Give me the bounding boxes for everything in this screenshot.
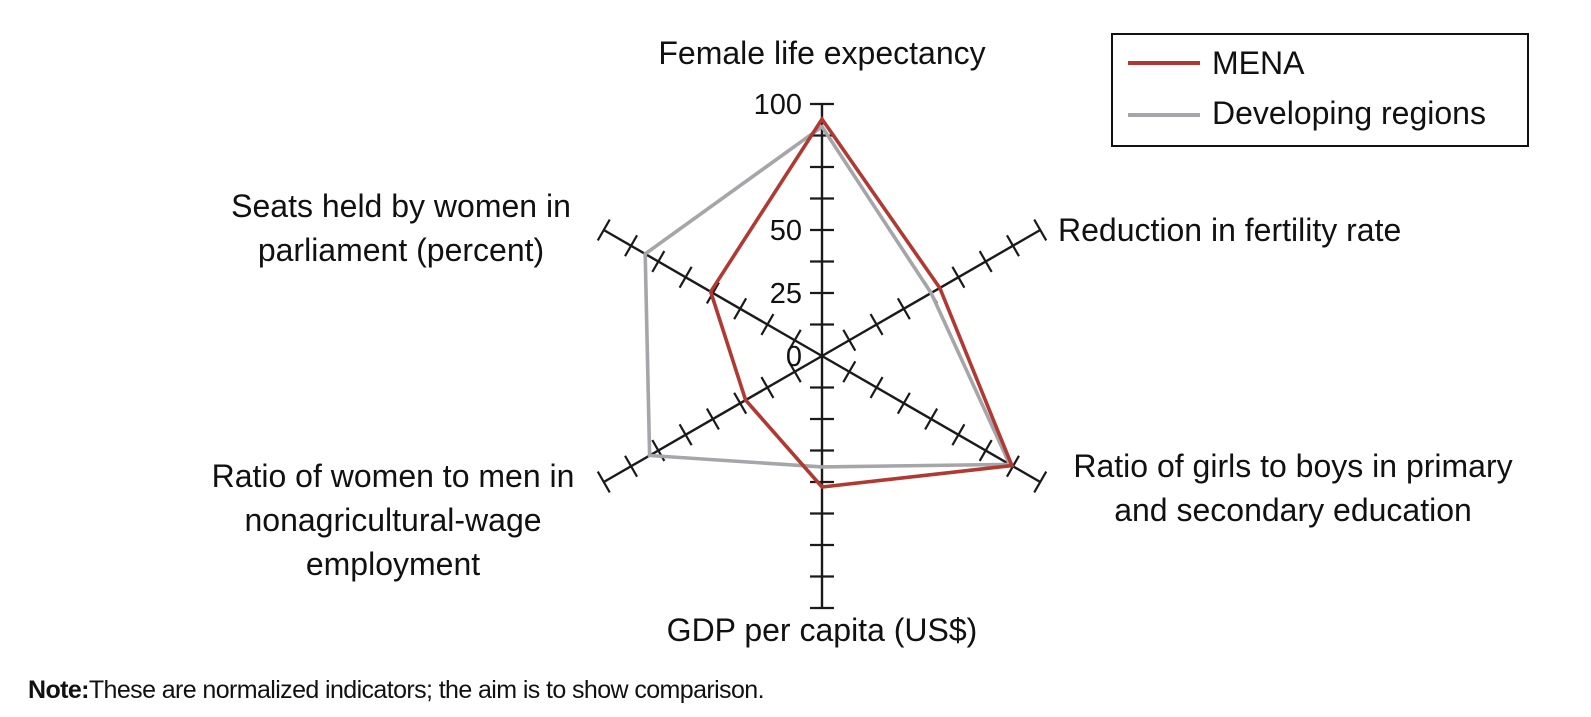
axis-4-tick: [678, 423, 693, 446]
axis-2-tick: [1033, 471, 1048, 493]
tick-label-100: 100: [754, 89, 802, 121]
tick-label-25: 25: [770, 278, 802, 310]
axis-1-tick: [896, 297, 911, 320]
axis-2-tick: [896, 392, 911, 415]
chart-note: Note:These are normalized indicators; th…: [28, 676, 765, 705]
axis-5-tick: [760, 313, 775, 336]
axis-1-tick: [842, 329, 857, 352]
axis-label-4-line-1: nonagricultural-wage: [244, 502, 541, 538]
axis-label-4-line-0: Ratio of women to men in: [212, 458, 575, 494]
legend-box: [1111, 33, 1529, 147]
axis-1-tick: [1006, 234, 1020, 257]
axis-5-tick: [596, 219, 611, 241]
axis-2-tick: [924, 408, 939, 430]
chart-legend: MENA Developing regions: [1111, 33, 1529, 147]
tick-label-50: 50: [770, 215, 802, 247]
axis-5-tick: [787, 329, 802, 352]
axis-label-5-line-1: parliament (percent): [258, 232, 544, 268]
axis-2-tick: [869, 376, 884, 399]
axis-2-tick: [978, 439, 993, 462]
tick-label-0: 0: [786, 341, 802, 373]
axis-label-5-line-0: Seats held by women in: [231, 188, 571, 224]
chart-axes: [596, 102, 1048, 610]
axis-4-tick: [705, 408, 720, 430]
axis-label-4-line-2: employment: [306, 546, 480, 582]
axis-4-tick: [624, 455, 638, 478]
axis-5-tick: [651, 250, 666, 273]
series-developing-regions: [643, 124, 1013, 469]
axis-label-2-line-1: and secondary education: [1114, 492, 1472, 528]
series-mena: [708, 115, 1015, 489]
axis-label-1-line-0: Reduction in fertility rate: [1058, 212, 1401, 248]
legend-label-mena: MENA: [1212, 45, 1305, 81]
axis-label-2-line-0: Ratio of girls to boys in primary: [1073, 448, 1512, 484]
axis-4-tick: [733, 392, 748, 415]
axis-1-tick: [951, 266, 966, 289]
axis-1-tick: [869, 313, 884, 336]
axis-4-tick: [760, 376, 775, 399]
axis-2-tick: [951, 423, 966, 446]
axis-2-tick: [842, 360, 857, 383]
legend-label-developing-regions: Developing regions: [1212, 95, 1486, 131]
chart-series: [643, 115, 1015, 489]
axis-5-tick: [678, 266, 693, 289]
axis-label-0-line-0: Female life expectancy: [658, 35, 985, 71]
axis-1-tick: [1033, 219, 1048, 241]
axis-4-tick: [596, 471, 611, 493]
chart-labels: 0 25 50 100 Female life expectancy Reduction …: [212, 35, 1513, 648]
axis-5-tick: [733, 297, 748, 320]
axis-1-tick: [978, 250, 993, 273]
note-label: Note:: [28, 676, 89, 704]
axis-4-tick: [787, 360, 802, 383]
axis-label-3-line-0: GDP per capita (US$): [667, 612, 978, 648]
note-text: These are normalized indicators; the aim…: [88, 676, 765, 704]
axis-5-tick: [624, 234, 638, 257]
